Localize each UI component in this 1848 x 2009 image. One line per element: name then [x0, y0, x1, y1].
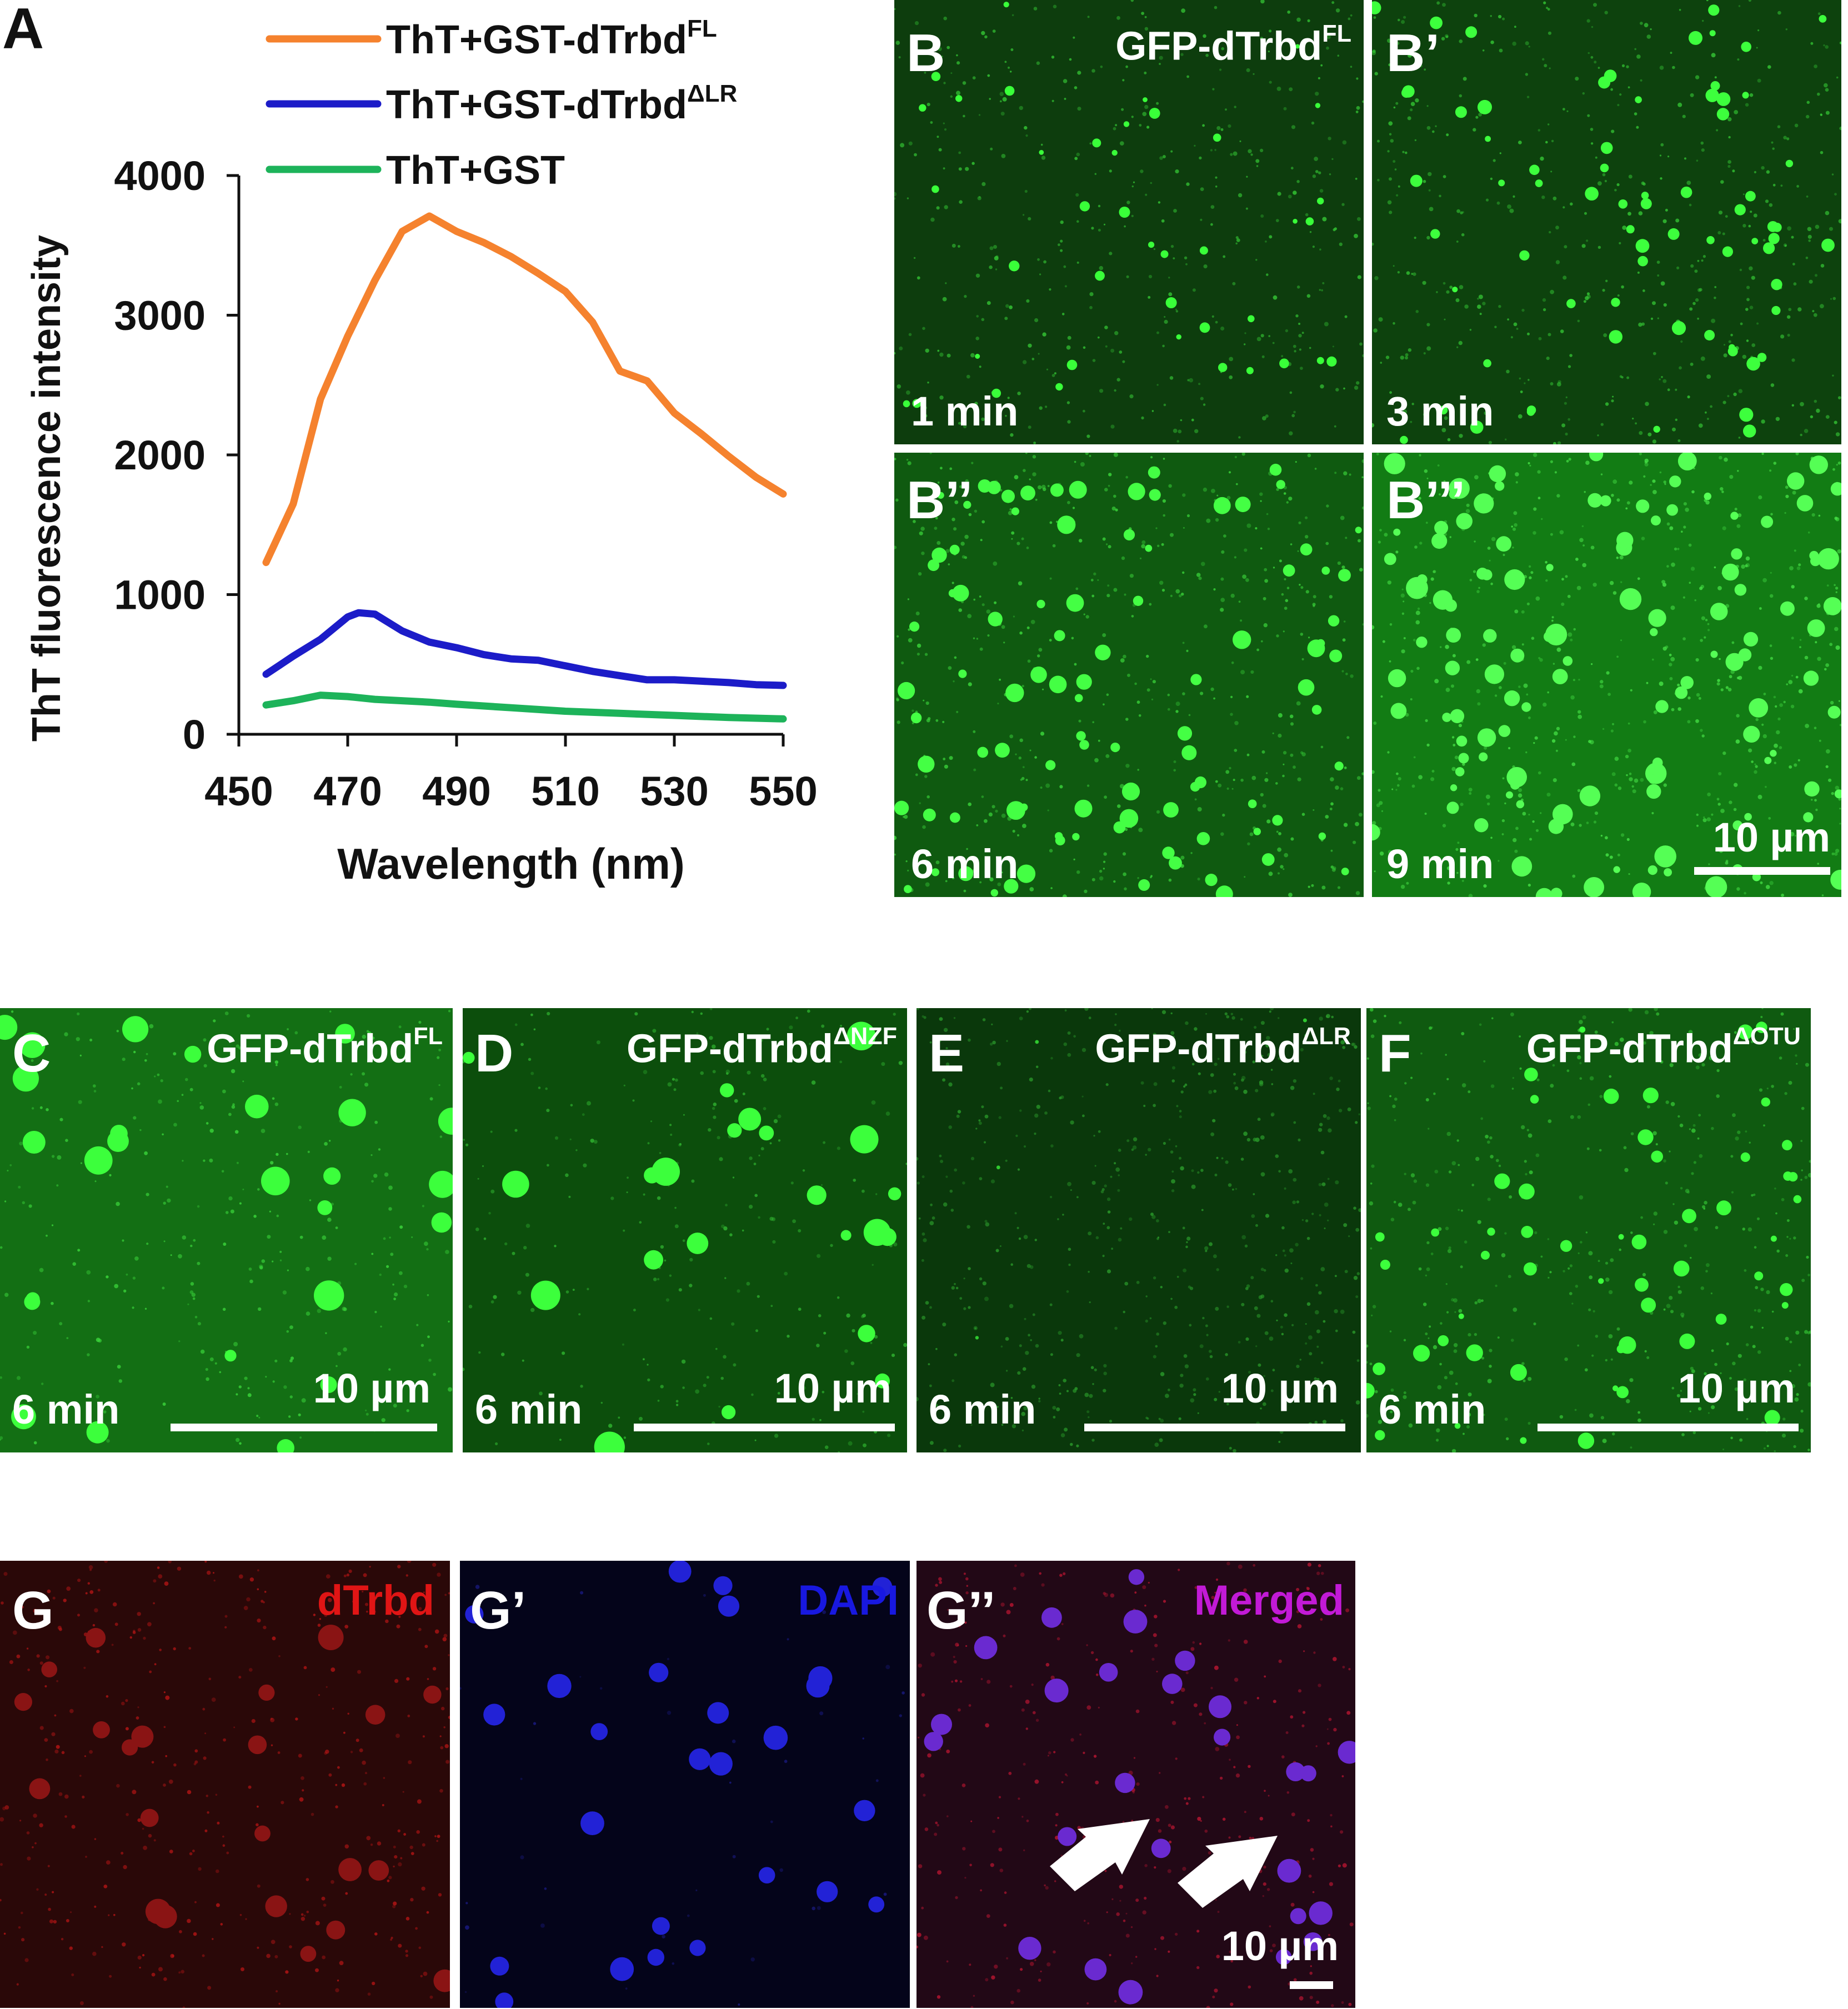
channel-label: Merged [1194, 1577, 1344, 1624]
y-tick-label: 2000 [114, 432, 206, 478]
micrograph-blue-dapi [460, 1561, 905, 2008]
panel-label: G’ [470, 1581, 527, 1640]
scale-bar [1084, 1424, 1345, 1431]
panel-label: C [12, 1024, 51, 1083]
y-tick-label: 4000 [114, 153, 206, 199]
panel-title: GFP-dTrbdΔNZF [627, 1023, 897, 1071]
time-label: 3 min [1386, 388, 1494, 434]
micrograph-green-dotu [1366, 1008, 1811, 1452]
series-line-2 [262, 692, 787, 723]
scale-bar-label: 10 µm [774, 1365, 892, 1411]
scale-bar-label: 10 µm [1221, 1365, 1339, 1411]
panel-title-sup: ΔLR [1301, 1023, 1351, 1050]
time-label: 6 min [12, 1386, 120, 1432]
channel-label: DAPI [798, 1577, 899, 1624]
legend-entry-0: ThT+GST-dTrbdFL [386, 15, 717, 62]
x-tick-label: 530 [640, 768, 708, 814]
micrograph-green-dlr [917, 1008, 1361, 1452]
panel-g-double-prime: G’’ Merged 10 µm [917, 1561, 1355, 2008]
panel-label: G [12, 1581, 54, 1640]
panel-label: B’ [1386, 23, 1440, 83]
panel-title-main: GFP-dTrbd [627, 1026, 833, 1071]
panel-label: B’’’ [1386, 470, 1466, 530]
panel-title-main: GFP-dTrbd [1115, 24, 1323, 69]
time-label: 6 min [929, 1386, 1036, 1432]
panel-g-prime: G’ DAPI [460, 1561, 910, 2008]
panel-c: C GFP-dTrbdFL 6 min 10 µm [0, 1008, 453, 1452]
panel-f: F GFP-dTrbdΔOTU 6 min 10 µm [1366, 1008, 1811, 1452]
time-label: 6 min [911, 841, 1019, 887]
scale-bar-label: 10 µm [1221, 1923, 1339, 1969]
white-arrow-icon [1178, 1836, 1278, 1908]
thT-fluorescence-chart: 0 1000 2000 3000 4000 450 470 490 510 530 550 Wavel… [24, 15, 818, 888]
scale-bar [1290, 1981, 1333, 1989]
panel-d: D GFP-dTrbdΔNZF 6 min 10 µm [463, 1008, 907, 1452]
panel-b-double-prime: B’’ 6 min [894, 453, 1364, 897]
panel-b-triple-prime: B’’’ 9 min 10 µm [1372, 453, 1841, 897]
panel-label: F [1379, 1024, 1411, 1083]
x-tick-label: 450 [204, 768, 273, 814]
micrograph-merged [917, 1561, 1355, 2008]
panel-b-prime: B’ 3 min [1372, 0, 1841, 444]
panel-title-sup: ΔOTU [1732, 1023, 1801, 1050]
panel-label: B [907, 23, 945, 83]
panel-title: GFP-dTrbdΔLR [1095, 1023, 1351, 1071]
panel-title-main: GFP-dTrbd [1095, 1026, 1302, 1071]
series-line-1 [262, 609, 787, 689]
micrograph-green-fl [0, 1010, 453, 1452]
legend-entry-2: ThT+GST [386, 148, 565, 193]
panel-b: B GFP-dTrbdFL 1 min [894, 0, 1364, 444]
panel-title-main: GFP-dTrbd [207, 1026, 414, 1071]
time-label: 6 min [1379, 1386, 1486, 1432]
panel-label: E [929, 1024, 965, 1083]
micrograph-green-6min [894, 453, 1364, 897]
time-label: 6 min [475, 1386, 583, 1432]
micrograph-green-9min [1372, 453, 1841, 897]
panel-label: D [475, 1024, 514, 1083]
y-tick-label: 1000 [114, 572, 206, 618]
x-tick-label: 510 [531, 768, 599, 814]
y-tick-label: 0 [183, 712, 206, 758]
time-label: 9 min [1386, 841, 1494, 887]
scale-bar [171, 1424, 437, 1431]
scale-bar-label: 10 µm [1712, 814, 1830, 860]
panel-e: E GFP-dTrbdΔLR 6 min 10 µm [917, 1008, 1361, 1452]
panel-title-sup: FL [413, 1023, 443, 1050]
panel-title-sup: ΔNZF [833, 1023, 897, 1050]
panel-a-label: A [2, 0, 44, 61]
time-label: 1 min [911, 388, 1019, 434]
micrograph-green-dnzf [463, 1008, 907, 1452]
micrograph-red-dtrbd [0, 1561, 450, 2008]
scale-bar-label: 10 µm [313, 1365, 430, 1411]
series-line-0 [262, 212, 787, 567]
panel-a: A 0 1000 2000 3000 4000 450 470 490 510 530 550 Wav… [0, 0, 867, 911]
scale-bar [634, 1424, 895, 1431]
x-axis-label: Wavelength (nm) [337, 839, 684, 888]
legend-entry-1: ThT+GST-dTrbdΔLR [386, 80, 737, 127]
panel-title: GFP-dTrbdFL [1115, 22, 1351, 66]
panel-title: GFP-dTrbdFL [207, 1023, 443, 1071]
scale-bar-label: 10 µm [1677, 1365, 1795, 1411]
scale-bar [1694, 867, 1830, 875]
panel-title-sup: FL [1322, 21, 1351, 47]
white-arrow-icon [1050, 1819, 1150, 1891]
panel-g: G dTrbd [0, 1561, 450, 2008]
scale-bar [1538, 1424, 1799, 1431]
micrograph-green-3min [1372, 0, 1841, 444]
channel-label: dTrbd [317, 1577, 434, 1624]
x-tick-label: 550 [749, 768, 817, 814]
micrograph-green-1min [894, 0, 1364, 444]
y-axis-label: ThT fluorescence intensity [24, 235, 69, 742]
x-tick-label: 470 [313, 768, 382, 814]
y-tick-label: 3000 [114, 293, 206, 339]
panel-title: GFP-dTrbdΔOTU [1526, 1023, 1801, 1071]
panel-label: B’’ [907, 470, 973, 530]
panel-title-main: GFP-dTrbd [1526, 1026, 1733, 1071]
panel-label: G’’ [926, 1581, 996, 1640]
x-tick-label: 490 [422, 768, 490, 814]
